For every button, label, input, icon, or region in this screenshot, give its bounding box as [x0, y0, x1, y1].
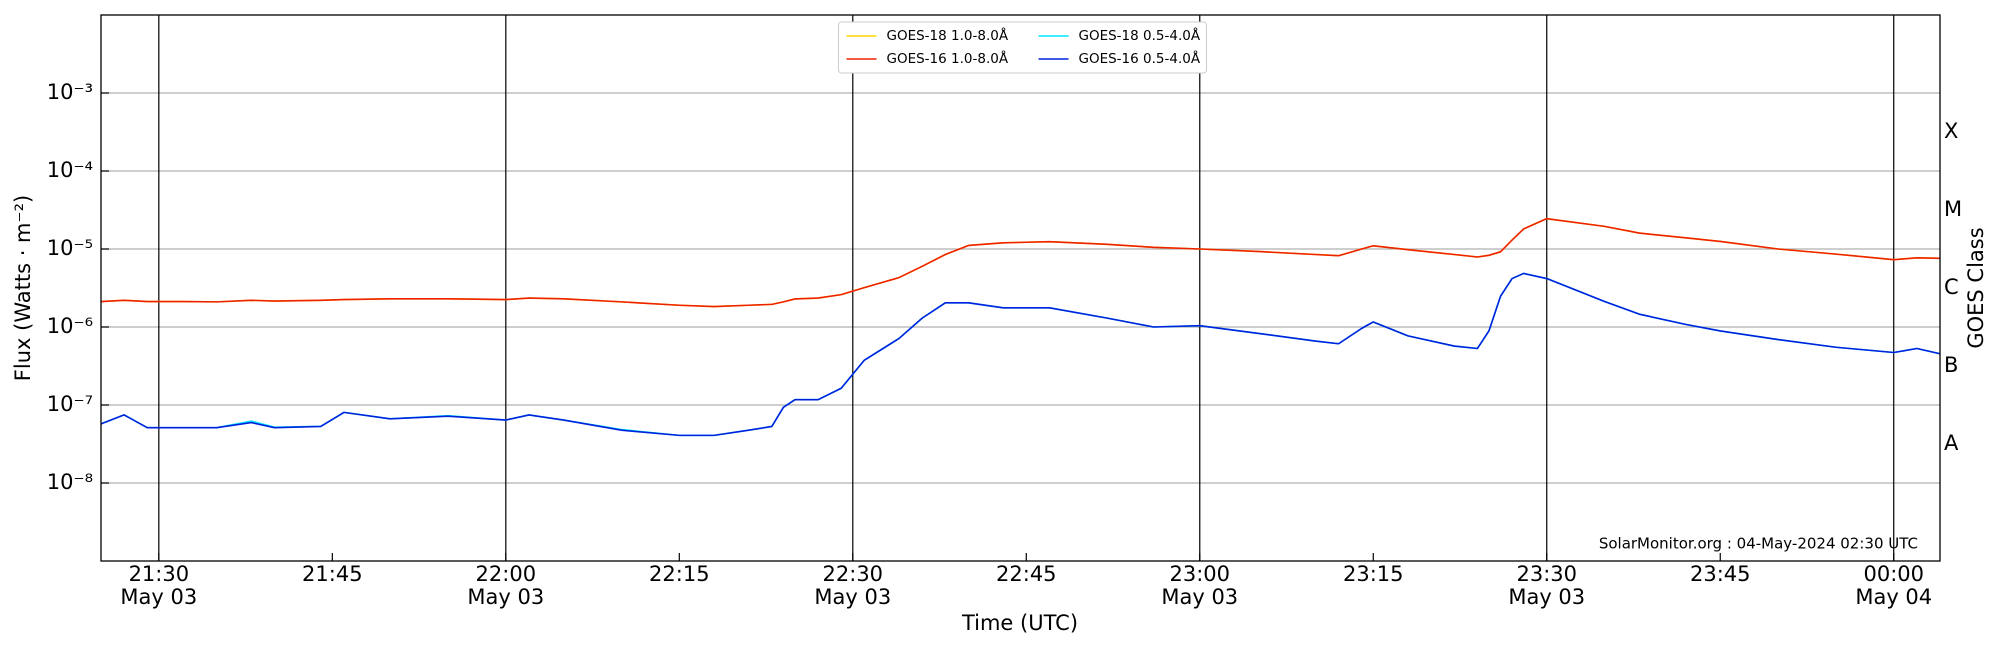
x-tick-label: 23:00	[1170, 562, 1231, 586]
x-tick-label: 22:45	[996, 562, 1057, 586]
x-tick-label: May 03	[814, 585, 891, 609]
x-tick-label: May 03	[467, 585, 544, 609]
legend-box	[838, 21, 1207, 74]
x-tick-label: 21:30	[129, 562, 190, 586]
x-axis-label: Time (UTC)	[961, 611, 1078, 635]
x-tick-label: May 03	[1508, 585, 1585, 609]
x-tick-label: 22:00	[476, 562, 537, 586]
legend-label: GOES-16 0.5-4.0Å	[1079, 50, 1201, 67]
legend: GOES-18 1.0-8.0Å GOES-16 1.0-8.0Å GOES-18 …	[838, 21, 1207, 74]
x-tick-label: 22:15	[649, 562, 710, 586]
x-tick-label: May 03	[120, 585, 197, 609]
y-tick-label: 10⁻⁸	[47, 470, 93, 494]
annotation: SolarMonitor.org : 04-May-2024 02:30 UTC	[1599, 535, 1918, 553]
legend-label: GOES-18 1.0-8.0Å	[887, 27, 1009, 44]
y-tick-label: 10⁻³	[47, 80, 93, 104]
y2-tick-label: C	[1944, 275, 1959, 299]
x-tick-label: 00:00	[1863, 562, 1924, 586]
y-tick-label: 10⁻⁷	[47, 392, 93, 416]
x-tick-label: 23:30	[1516, 562, 1577, 586]
x-tick-label: 23:45	[1690, 562, 1751, 586]
y2-tick-label: A	[1944, 431, 1959, 455]
series-line	[100, 217, 1941, 308]
series-line	[100, 272, 1941, 437]
legend-label: GOES-16 1.0-8.0Å	[887, 50, 1009, 67]
y-tick-label: 10⁻⁶	[47, 314, 93, 338]
y2-tick-label: M	[1944, 197, 1962, 221]
y2-tick-label: X	[1944, 119, 1958, 143]
x-tick-label: 21:45	[302, 562, 363, 586]
y2-tick-label: B	[1944, 353, 1958, 377]
x-tick-label: May 04	[1855, 585, 1932, 609]
legend-label: GOES-18 0.5-4.0Å	[1079, 27, 1201, 44]
plot-frame	[100, 14, 1941, 562]
x-tick-label: 23:15	[1343, 562, 1404, 586]
y-tick-label: 10⁻⁵	[47, 236, 93, 260]
x-tick-label: May 03	[1161, 585, 1238, 609]
y-tick-label: 10⁻⁴	[47, 158, 93, 182]
y2-axis-label: GOES Class	[1964, 227, 1988, 348]
x-tick-label: 22:30	[823, 562, 884, 586]
y-axis-label: Flux (Watts · m⁻²)	[11, 195, 35, 381]
